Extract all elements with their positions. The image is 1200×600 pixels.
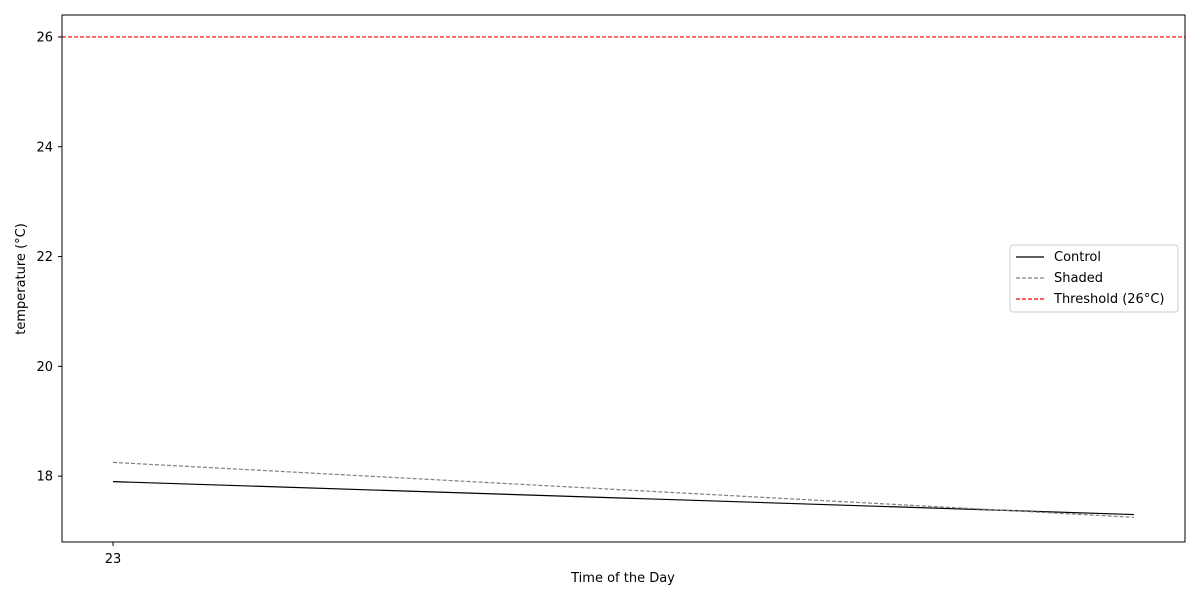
y-tick-label: 26 <box>36 30 53 45</box>
legend-label-control: Control <box>1054 250 1101 265</box>
legend-label-shaded: Shaded <box>1054 271 1103 286</box>
legend-label-threshold: Threshold (26°C) <box>1053 292 1164 307</box>
x-axis-label: Time of the Day <box>570 571 675 586</box>
plot-frame <box>61 14 1186 543</box>
legend: Control Shaded Threshold (26°C) <box>1009 244 1179 313</box>
series-line-control <box>113 481 1134 516</box>
y-axis-ticks: 18 20 22 24 26 <box>36 30 62 485</box>
x-tick-label: 23 <box>105 552 122 567</box>
y-tick-label: 24 <box>36 140 53 155</box>
y-tick-label: 18 <box>36 470 53 485</box>
legend-box <box>1009 244 1179 313</box>
series-line-shaded <box>113 461 1134 518</box>
y-tick-label: 20 <box>36 360 53 375</box>
x-axis-ticks: 23 <box>105 542 122 567</box>
y-tick-label: 22 <box>36 250 53 265</box>
y-axis-label: temperature (°C) <box>14 223 29 335</box>
plot-content <box>62 36 1185 518</box>
